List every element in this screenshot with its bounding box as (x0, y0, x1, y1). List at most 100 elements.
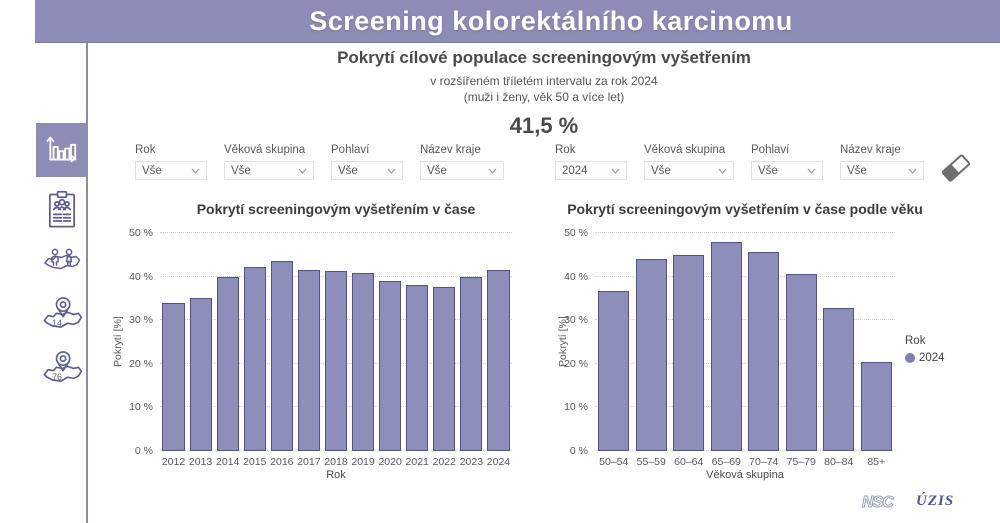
filter-group-left: Rok Vše Věková skupina Vše Pohlaví Vše N… (135, 144, 504, 180)
legend-title: Rok (905, 335, 926, 347)
sidebar-nav: 14 76 (0, 43, 88, 523)
y-axis-tick-label: 20 % (129, 357, 153, 370)
chevron-down-icon (718, 168, 727, 174)
bar[interactable] (406, 285, 429, 451)
x-axis-tick-label: 2014 (215, 456, 240, 468)
sidebar-item-report[interactable] (40, 189, 84, 236)
gridline (595, 362, 895, 364)
chart-coverage-over-time: Pokrytí screeningovým vyšetřením v čase … (100, 196, 532, 486)
filter-label: Věková skupina (644, 144, 726, 156)
coverage-value: 41,5 % (509, 113, 579, 138)
x-axis-tick-label: 2024 (486, 456, 511, 468)
bar[interactable] (748, 251, 780, 451)
y-axis-tick-label: 30 % (564, 314, 588, 327)
uzis-logo: ÚZIS (916, 493, 955, 509)
filter-region: Název kraje Vše (420, 144, 504, 180)
x-axis-tick-label: 2023 (459, 456, 484, 468)
sidebar-item-map-population[interactable] (40, 243, 84, 282)
filter-year: Rok 2024 (555, 144, 627, 180)
sex-dropdown[interactable]: Vše (331, 161, 403, 180)
sex-dropdown[interactable]: Vše (751, 161, 823, 180)
bar[interactable] (216, 277, 239, 451)
y-axis-tick-label: 50 % (564, 227, 588, 239)
filter-label: Název kraje (840, 144, 901, 156)
age-group-dropdown[interactable]: Vše (644, 161, 734, 180)
bar[interactable] (487, 270, 510, 451)
sidebar-item-coverage-chart[interactable] (36, 123, 88, 177)
bar[interactable] (189, 297, 212, 451)
region-count-badge: 14 (52, 318, 62, 328)
legend-item[interactable]: 2024 (905, 352, 945, 364)
filter-age-group: Věková skupina Vše (644, 144, 734, 180)
x-axis-tick-label: 60–64 (674, 456, 704, 468)
year-dropdown[interactable]: 2024 (555, 161, 627, 180)
chevron-down-icon (908, 168, 917, 174)
gridline (595, 406, 895, 408)
y-axis-title: Pokrytí [%] (112, 316, 124, 368)
x-axis-tick-label: 2019 (351, 456, 375, 468)
x-axis-tick-label: 2013 (188, 456, 213, 468)
y-axis-tick-label: 10 % (564, 401, 588, 414)
bar[interactable] (598, 291, 630, 451)
filter-label: Pohlaví (751, 144, 790, 156)
bar[interactable] (270, 261, 293, 451)
x-axis-tick-label: 2020 (378, 456, 402, 468)
bar[interactable] (379, 281, 402, 451)
gridline (595, 450, 895, 451)
x-axis-tick-label: 2015 (243, 456, 267, 468)
y-axis-title: Pokrytí [%] (557, 316, 569, 368)
region-dropdown[interactable]: Vše (840, 161, 924, 180)
bar[interactable] (823, 308, 855, 451)
bar[interactable] (324, 271, 348, 451)
year-dropdown[interactable]: Vše (135, 161, 207, 180)
bar[interactable] (635, 259, 667, 451)
x-axis-tick-label: 85+ (867, 456, 886, 468)
y-axis-tick-label: 40 % (564, 270, 588, 283)
legend-item-label: 2024 (919, 352, 945, 364)
clear-filters-button[interactable] (936, 150, 976, 186)
x-axis-tick-label: 2021 (405, 456, 429, 468)
filter-label: Název kraje (420, 144, 481, 156)
x-axis-tick-label: 2018 (324, 456, 348, 468)
gridline (595, 275, 895, 277)
bar[interactable] (351, 272, 375, 451)
map-pin-icon: 14 (40, 292, 84, 343)
bar[interactable] (162, 302, 185, 451)
x-axis-tick-label: 65–69 (711, 456, 741, 468)
x-axis-tick-label: 55–59 (636, 456, 666, 468)
x-axis-tick-label: 50–54 (599, 456, 629, 468)
sidebar-item-map-regions[interactable]: 14 (40, 292, 84, 343)
age-group-dropdown[interactable]: Vše (224, 161, 314, 180)
sidebar-item-map-districts[interactable]: 76 (40, 346, 84, 397)
y-axis-tick-label: 20 % (564, 357, 588, 370)
bar[interactable] (785, 273, 817, 451)
chevron-down-icon (488, 168, 497, 174)
region-dropdown[interactable]: Vše (420, 161, 504, 180)
chevron-down-icon (807, 168, 816, 174)
bar[interactable] (297, 269, 320, 451)
y-axis-tick-label: 50 % (129, 227, 153, 239)
header-bar: Screening kolorektálního karcinomu (35, 0, 1000, 43)
filter-label: Pohlaví (331, 144, 370, 156)
gridline (595, 232, 895, 233)
y-axis-tick-label: 0 % (569, 445, 588, 457)
filter-sex: Pohlaví Vše (331, 144, 403, 180)
bar[interactable] (460, 277, 483, 451)
bar[interactable] (710, 241, 742, 451)
summary-subtitle-1: v rozšířeném tříletém intervalu za rok 2… (430, 74, 658, 88)
chevron-down-icon (191, 168, 200, 174)
bar[interactable] (243, 266, 266, 451)
chevron-down-icon (611, 168, 620, 174)
bar-chart-icon (44, 130, 80, 171)
filter-age-group: Věková skupina Vše (224, 144, 314, 180)
y-axis-tick-label: 10 % (129, 401, 153, 414)
bar[interactable] (860, 362, 892, 451)
bar[interactable] (433, 286, 456, 451)
summary-title: Pokrytí cílové populace screeningovým vy… (337, 48, 751, 67)
plot-area: 0 % 10 % 20 % 30 % 40 % 50 % 2012 2013 2014 2015 2… (129, 227, 512, 468)
gridline (160, 232, 512, 233)
map-people-icon (41, 243, 83, 282)
bar[interactable] (673, 255, 705, 451)
x-axis-title: Věková skupina (706, 469, 784, 481)
